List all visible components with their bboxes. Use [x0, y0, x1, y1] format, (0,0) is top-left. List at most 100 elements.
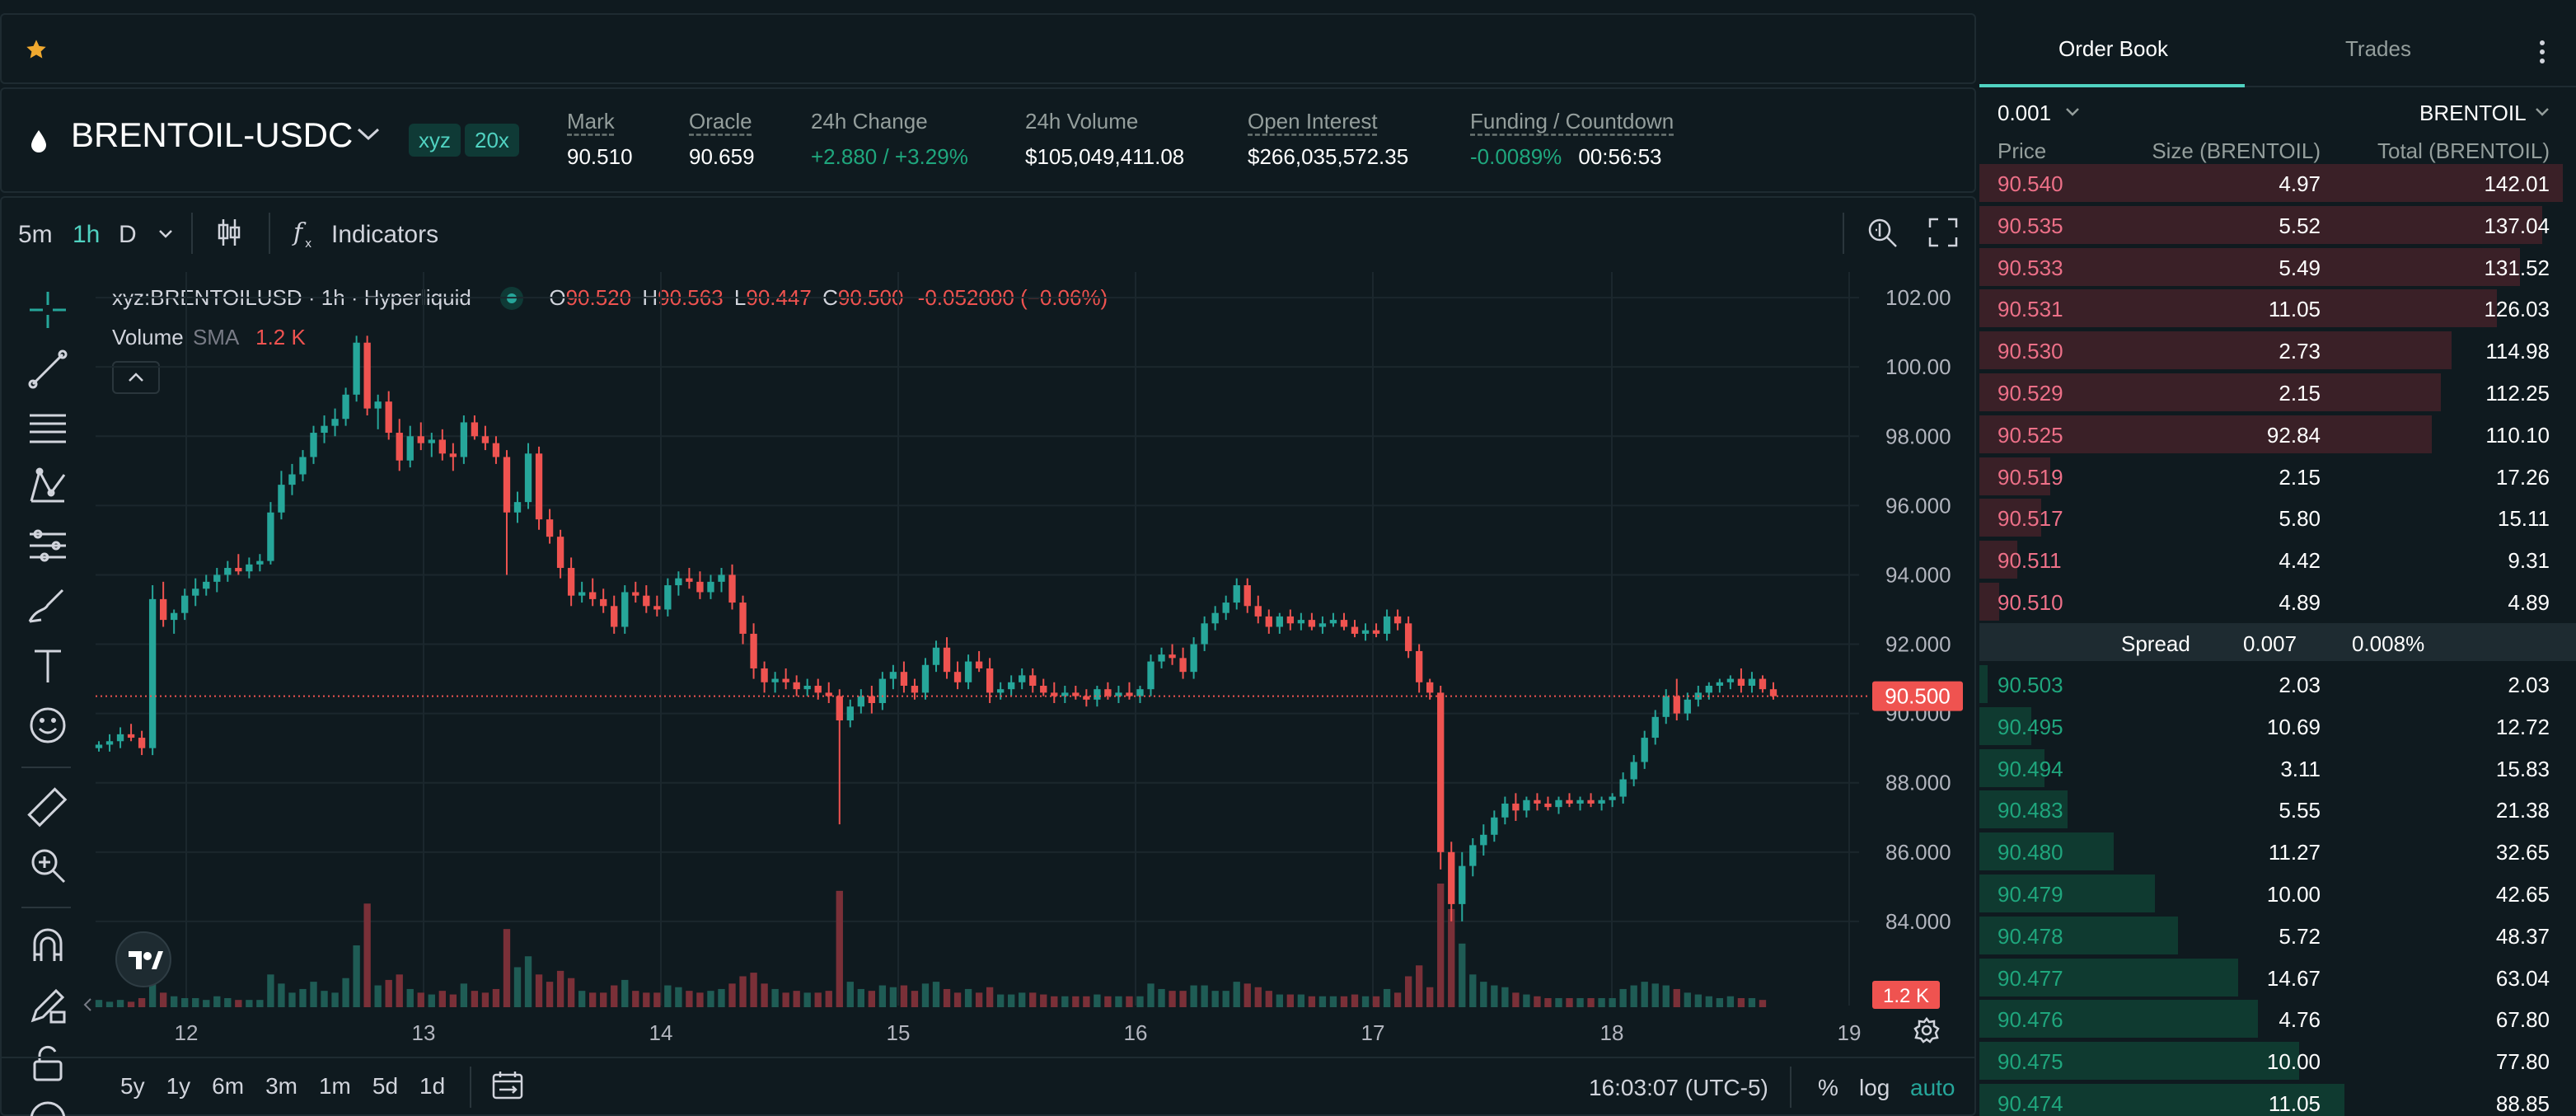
candle[interactable]: [718, 568, 725, 593]
candle[interactable]: [1587, 793, 1595, 808]
candle[interactable]: [707, 574, 714, 599]
candle[interactable]: [1297, 612, 1305, 631]
calendar-range-icon[interactable]: [491, 1070, 524, 1101]
chart-clock[interactable]: 16:03:07 (UTC-5): [1589, 1075, 1768, 1100]
candle[interactable]: [192, 578, 199, 607]
candle[interactable]: [513, 491, 522, 523]
candle[interactable]: [1598, 796, 1605, 811]
trendline-tool[interactable]: [25, 346, 71, 392]
zoom-cursor-icon[interactable]: [1866, 216, 1899, 249]
candle[interactable]: [1619, 772, 1627, 804]
text-tool[interactable]: [25, 643, 71, 689]
ask-row[interactable]: 90.511 4.42 9.31: [1979, 540, 2576, 579]
range-1d[interactable]: 1d: [419, 1073, 446, 1099]
candle[interactable]: [1072, 685, 1080, 700]
unit-select[interactable]: BRENTOIL: [2419, 101, 2527, 125]
candle[interactable]: [1051, 682, 1058, 704]
candle[interactable]: [750, 623, 757, 679]
candle[interactable]: [267, 502, 274, 565]
candle[interactable]: [1040, 678, 1047, 696]
candle[interactable]: [1104, 682, 1112, 700]
candle[interactable]: [1459, 851, 1466, 921]
candle[interactable]: [1576, 796, 1584, 811]
interval-1h[interactable]: 1h: [73, 221, 101, 248]
crosshair-tool[interactable]: [25, 287, 71, 333]
candle[interactable]: [524, 443, 532, 509]
zoom-in-tool[interactable]: [25, 842, 71, 889]
candle[interactable]: [1769, 682, 1777, 700]
candle[interactable]: [1501, 796, 1509, 825]
log-scale-toggle[interactable]: log: [1859, 1075, 1890, 1100]
tab-trades[interactable]: Trades: [2345, 36, 2411, 61]
ask-row[interactable]: 90.535 5.52 137.04: [1979, 205, 2576, 245]
interval-5m[interactable]: 5m: [18, 221, 53, 248]
candle[interactable]: [664, 578, 672, 617]
price-chart[interactable]: 102.00100.0098.00096.00094.00092.00090.0…: [0, 0, 1976, 1116]
candle[interactable]: [159, 581, 167, 627]
candle[interactable]: [556, 529, 564, 579]
candle[interactable]: [95, 741, 103, 752]
candle[interactable]: [246, 557, 253, 579]
candle[interactable]: [1555, 796, 1562, 814]
candle[interactable]: [675, 571, 682, 596]
candle[interactable]: [1008, 675, 1015, 696]
candle[interactable]: [1705, 682, 1713, 700]
candle[interactable]: [181, 588, 189, 621]
candle[interactable]: [1662, 689, 1670, 724]
candle[interactable]: [342, 387, 349, 426]
candle[interactable]: [1222, 595, 1229, 621]
candle[interactable]: [953, 661, 962, 690]
candle[interactable]: [449, 443, 457, 471]
candle[interactable]: [1673, 678, 1680, 721]
candle[interactable]: [1276, 612, 1283, 634]
candle[interactable]: [203, 574, 210, 596]
candle[interactable]: [793, 675, 800, 696]
candle[interactable]: [1233, 578, 1240, 610]
candle[interactable]: [127, 724, 135, 742]
candle[interactable]: [1265, 609, 1272, 634]
candle[interactable]: [1491, 810, 1498, 842]
candle[interactable]: [1448, 842, 1455, 921]
candle[interactable]: [1716, 678, 1724, 693]
candle[interactable]: [148, 585, 157, 756]
candle[interactable]: [385, 391, 392, 440]
candle[interactable]: [889, 664, 897, 690]
tradingview-logo[interactable]: [115, 931, 171, 987]
candle[interactable]: [1383, 609, 1391, 641]
candle[interactable]: [567, 557, 575, 607]
candle[interactable]: [846, 699, 854, 728]
candle[interactable]: [299, 450, 307, 481]
candle[interactable]: [632, 581, 639, 603]
star-icon[interactable]: [25, 38, 48, 61]
candle[interactable]: [578, 581, 586, 603]
candle[interactable]: [1726, 675, 1735, 690]
indicators-button[interactable]: Indicators: [331, 221, 439, 248]
candle[interactable]: [1609, 793, 1616, 808]
candle[interactable]: [374, 394, 382, 429]
candle[interactable]: [1254, 595, 1262, 624]
candle[interactable]: [1147, 654, 1155, 696]
collapse-legend-button[interactable]: [112, 361, 160, 394]
candle[interactable]: [321, 415, 328, 443]
brush-tool[interactable]: [25, 584, 71, 630]
candle[interactable]: [589, 578, 597, 607]
chevron-left-icon[interactable]: [82, 997, 92, 1012]
candle[interactable]: [1512, 793, 1520, 821]
ask-row[interactable]: 90.519 2.15 17.26: [1979, 457, 2576, 496]
candle[interactable]: [911, 678, 919, 700]
candle[interactable]: [996, 682, 1005, 700]
leverage-badge[interactable]: 20x: [465, 124, 519, 157]
candle[interactable]: [836, 689, 843, 825]
lock-drawings-pen-tool[interactable]: [25, 982, 71, 1029]
candle[interactable]: [1329, 612, 1337, 627]
candle[interactable]: [1211, 606, 1219, 631]
candle[interactable]: [1480, 824, 1487, 856]
candle[interactable]: [878, 672, 887, 710]
candle[interactable]: [696, 571, 704, 599]
candle[interactable]: [331, 408, 339, 437]
pattern-tool[interactable]: [25, 463, 71, 509]
candle[interactable]: [643, 585, 650, 613]
candle[interactable]: [686, 568, 693, 589]
candle[interactable]: [471, 415, 479, 440]
